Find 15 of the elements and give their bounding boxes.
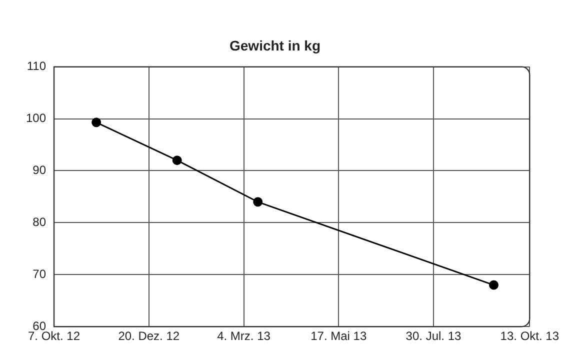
point [92, 118, 102, 128]
y-tick-label: 90 [32, 163, 46, 178]
point [172, 156, 182, 166]
x-tick-label: 30. Jul. 13 [406, 329, 462, 344]
y-tick-label: 110 [26, 59, 46, 74]
point [489, 280, 499, 290]
x-tick-label: 4. Mrz. 13 [217, 329, 271, 344]
y-tick-label: 100 [26, 111, 46, 126]
y-tick-label: 70 [32, 266, 46, 281]
point [253, 197, 263, 207]
x-tick-label: 20. Dez. 12 [118, 329, 180, 344]
x-tick-label: 13. Okt. 13 [500, 329, 560, 344]
y-tick-label: 80 [32, 214, 46, 229]
chart-title: Gewicht in kg [229, 37, 321, 54]
x-tick-label: 17. Mai 13 [310, 329, 367, 344]
